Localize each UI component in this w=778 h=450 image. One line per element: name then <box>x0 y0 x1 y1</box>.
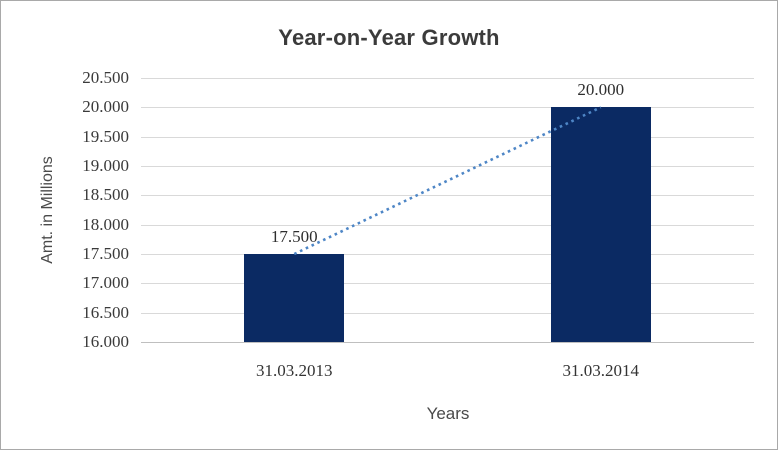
y-tick-label: 20.000 <box>82 97 129 117</box>
trendline <box>293 106 602 256</box>
x-tick-label: 31.03.2013 <box>256 361 333 380</box>
y-tick-label: 19.000 <box>82 156 129 175</box>
gridline <box>141 254 754 255</box>
bar-value-label: 20.000 <box>577 80 625 100</box>
gridline <box>141 78 754 79</box>
x-axis-title: Years <box>426 404 470 423</box>
gridline <box>141 107 754 109</box>
y-tick-label: 20.500 <box>82 68 129 87</box>
y-tick-label: 17.500 <box>82 244 129 263</box>
chart-title: Year-on-Year Growth <box>278 25 500 50</box>
gridline <box>141 283 754 285</box>
plot-area <box>141 78 754 343</box>
bar-31.03.2014 <box>550 107 651 342</box>
gridline <box>141 312 754 314</box>
y-tick-label: 18.500 <box>82 185 129 205</box>
y-tick-label: 18.000 <box>82 214 129 234</box>
x-tick-label: 31.03.2014 <box>562 361 640 380</box>
gridline <box>141 224 754 226</box>
gridline <box>141 136 754 138</box>
gridline <box>141 195 754 197</box>
bar-31.03.2013 <box>244 254 345 342</box>
bar-value-label: 17.500 <box>270 227 318 246</box>
y-tick-label: 17.000 <box>82 273 129 293</box>
y-tick-label: 16.000 <box>82 332 129 351</box>
y-tick-label: 19.500 <box>82 126 129 146</box>
y-tick-label: 16.500 <box>82 302 129 322</box>
gridline <box>141 166 754 167</box>
